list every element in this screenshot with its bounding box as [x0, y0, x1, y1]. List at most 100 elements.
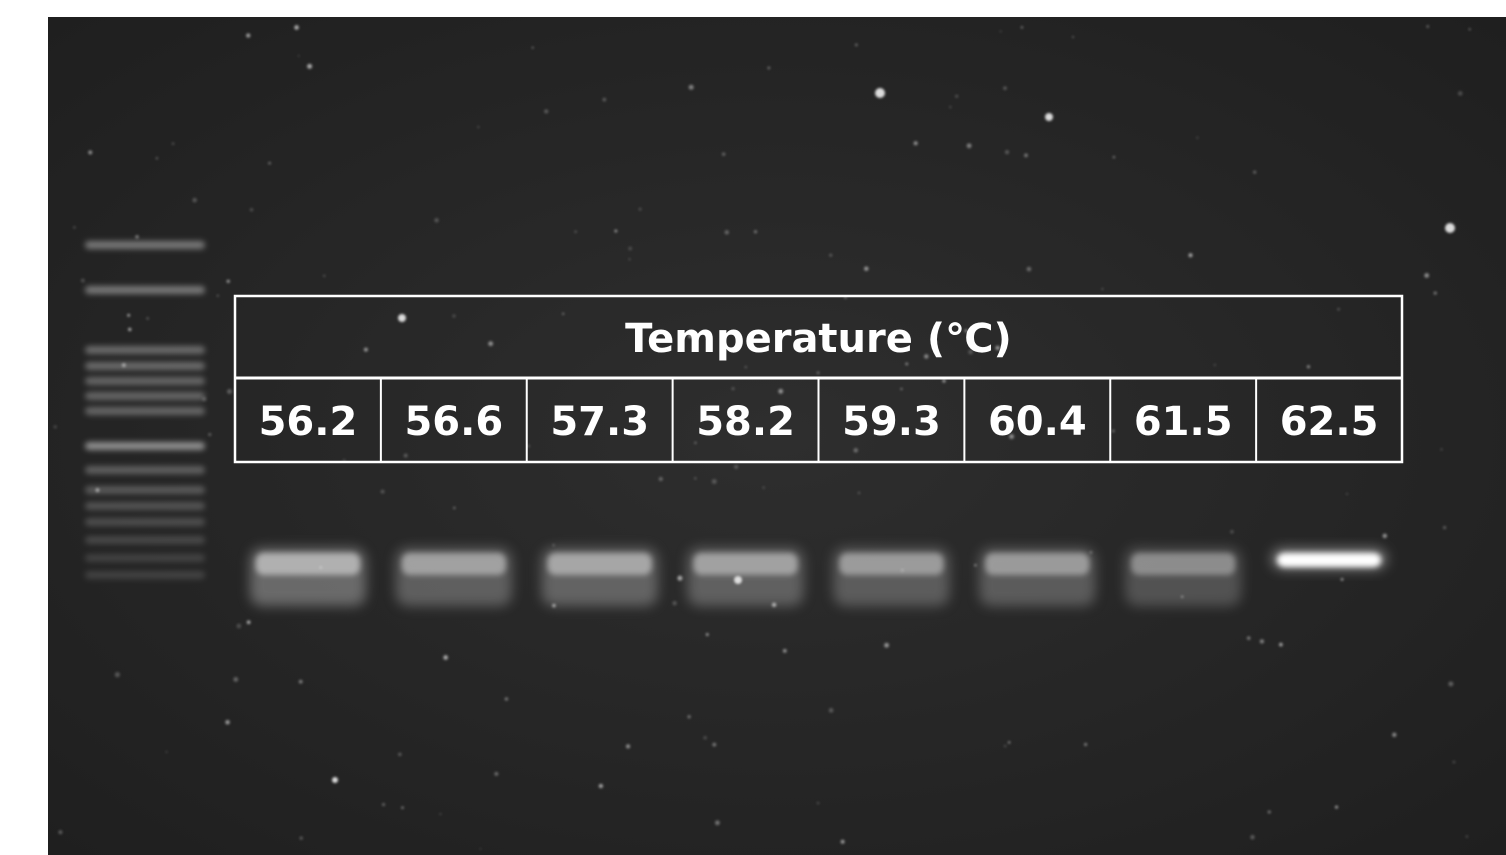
speck	[1458, 91, 1463, 96]
temperature-label: 57.3	[550, 399, 649, 445]
speck	[73, 226, 75, 228]
sample-band	[985, 553, 1089, 575]
speck	[528, 445, 530, 447]
bright-speck	[875, 88, 885, 98]
speck	[1250, 835, 1254, 839]
speck	[1113, 156, 1115, 158]
temperature-label: 58.2	[696, 399, 795, 445]
speck	[1392, 733, 1396, 737]
speck	[1279, 643, 1283, 647]
temperature-label: 60.4	[988, 399, 1087, 445]
speck	[905, 363, 908, 366]
speck	[1424, 273, 1429, 278]
speck	[480, 848, 482, 850]
ladder-band	[85, 346, 205, 354]
temperature-label: 61.5	[1134, 399, 1233, 445]
speck	[639, 208, 642, 211]
speck	[772, 603, 776, 607]
temperature-label: 59.3	[842, 399, 941, 445]
speck	[1335, 806, 1338, 809]
speck	[955, 95, 958, 98]
sample-band	[1131, 553, 1235, 575]
ladder-band	[85, 286, 205, 294]
speck	[307, 64, 312, 69]
sample-band	[256, 553, 360, 575]
speck	[115, 672, 120, 677]
speck	[1189, 253, 1193, 257]
speck	[1469, 28, 1471, 30]
speck	[855, 43, 858, 46]
speck	[694, 477, 696, 479]
speck	[268, 162, 271, 165]
speck	[817, 802, 819, 804]
speck	[300, 837, 303, 840]
speck	[88, 150, 92, 154]
speck	[58, 830, 62, 834]
speck	[298, 55, 300, 57]
speck	[967, 143, 972, 148]
sample-band	[839, 553, 943, 575]
speck	[829, 708, 834, 713]
ladder-band	[85, 241, 205, 249]
speck	[706, 633, 709, 636]
speck	[1341, 578, 1344, 581]
ladder-band	[85, 502, 205, 510]
speck	[217, 295, 219, 297]
speck	[1453, 761, 1455, 763]
speck	[949, 106, 951, 108]
speck	[146, 317, 148, 319]
speck	[1004, 745, 1006, 747]
speck	[440, 813, 442, 815]
ladder-band	[85, 554, 205, 562]
speck	[250, 208, 253, 211]
speck	[763, 487, 765, 489]
speck	[722, 153, 725, 156]
speck	[864, 266, 869, 271]
ladder-band	[85, 466, 205, 474]
speck	[401, 806, 403, 808]
speck	[237, 624, 242, 629]
speck	[247, 620, 251, 624]
speck	[1230, 530, 1234, 534]
speck	[1443, 526, 1446, 529]
speck	[553, 544, 555, 546]
bright-speck	[398, 314, 406, 322]
speck	[629, 258, 631, 260]
speck	[1024, 154, 1028, 158]
temperature-label: 56.6	[404, 399, 503, 445]
speck	[404, 454, 408, 458]
speck	[156, 157, 158, 159]
speck	[192, 198, 196, 202]
speck	[488, 341, 493, 346]
speck	[1260, 639, 1264, 643]
speck	[1448, 681, 1453, 686]
speck	[323, 275, 325, 277]
speck	[1434, 291, 1437, 294]
speck	[552, 604, 556, 608]
speck	[172, 143, 174, 145]
speck	[1021, 26, 1023, 28]
speck	[320, 566, 322, 568]
speck	[1181, 596, 1183, 598]
speck	[725, 230, 729, 234]
speck	[381, 490, 385, 494]
table-header: Temperature (℃)	[625, 316, 1012, 362]
speck	[299, 680, 303, 684]
speck	[127, 314, 130, 317]
speck	[1466, 835, 1469, 838]
speck	[914, 141, 918, 145]
ladder-band	[85, 362, 205, 370]
temperature-label: 62.5	[1280, 399, 1379, 445]
speck	[1196, 137, 1198, 139]
speck	[715, 820, 720, 825]
speck	[854, 448, 858, 452]
speck	[672, 601, 676, 605]
speck	[544, 109, 548, 113]
speck	[754, 230, 757, 233]
speck	[1253, 171, 1256, 174]
ladder-band	[85, 407, 205, 415]
speck	[443, 655, 448, 660]
sample-band	[1277, 553, 1381, 567]
speck	[841, 840, 845, 844]
ladder-band	[85, 571, 205, 579]
